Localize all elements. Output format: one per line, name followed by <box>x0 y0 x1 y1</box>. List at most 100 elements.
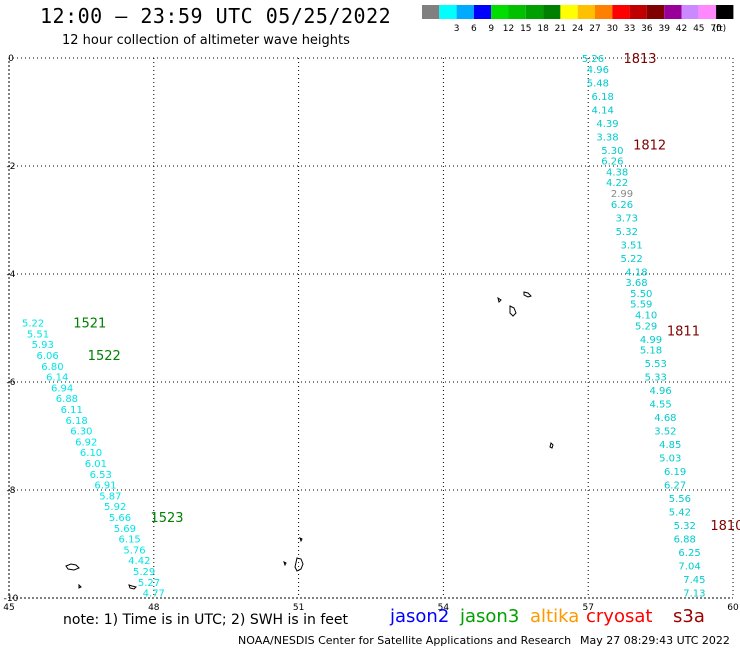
wave-height-value: 6.15 <box>119 535 141 546</box>
legend-swatch <box>629 5 647 19</box>
legend-tick-label: 70 <box>710 24 722 34</box>
legend-tick-label: 45 <box>693 24 704 34</box>
legend-tick-label: 39 <box>658 24 670 34</box>
wave-height-value: 7.04 <box>678 562 700 573</box>
wave-height-value: 3.73 <box>616 213 638 224</box>
wave-height-value: 4.99 <box>640 335 662 346</box>
wave-height-value: 4.14 <box>592 105 614 116</box>
wave-height-value: 5.30 <box>601 146 623 157</box>
generated-timestamp: May 27 08:29:43 UTC 2022 <box>580 634 730 647</box>
legend-swatch <box>525 5 544 19</box>
x-tick-label: 48 <box>148 603 160 613</box>
island-outline <box>497 291 532 317</box>
x-tick-label: 45 <box>3 603 14 613</box>
map-title: 12:00 – 23:59 UTC 05/25/2022 <box>40 4 392 28</box>
legend-tick-label: 24 <box>572 24 584 34</box>
legend-swatch <box>577 5 595 19</box>
wave-height-value: 3.51 <box>621 240 643 251</box>
island-outline <box>283 537 304 572</box>
wave-height-value: 4.38 <box>606 167 628 178</box>
legend-tick-label: 21 <box>555 24 566 34</box>
wave-height-value: 5.51 <box>27 329 49 340</box>
legend-swatch <box>698 5 717 19</box>
wave-height-value: 6.26 <box>601 157 623 168</box>
wave-height-value: 3.38 <box>596 132 618 143</box>
pass-time-label: 1522 <box>88 349 121 364</box>
wave-height-value: 6.91 <box>94 481 116 492</box>
legend-tick-label: 18 <box>537 24 549 34</box>
wave-height-value: 4.10 <box>635 311 657 322</box>
color-legend: 3 6 9 12 15 18 21 24 27 30 33 36 39 42 45 70(ft) <box>422 5 734 34</box>
wave-height-value: 4.55 <box>649 400 671 411</box>
wave-height-value: 5.22 <box>22 319 44 330</box>
wave-height-value: 6.18 <box>592 92 614 103</box>
legend-tick-label: 33 <box>624 24 635 34</box>
wave-height-value: 4.96 <box>587 65 609 76</box>
wave-height-value: 4.42 <box>128 556 150 567</box>
satellite-label-altika: altika <box>530 606 580 627</box>
wave-height-value: 5.33 <box>645 373 667 384</box>
legend-swatch <box>456 5 474 19</box>
legend-tick-label: 36 <box>641 24 653 34</box>
wave-height-value: 5.03 <box>659 454 681 465</box>
wave-height-value: 6.53 <box>90 470 112 481</box>
wave-height-value: 5.87 <box>99 491 121 502</box>
legend-tick-label: 6 <box>471 24 477 34</box>
pass-time-label: 1811 <box>667 325 700 340</box>
wave-height-value: 5.27 <box>138 578 160 589</box>
land-outlines <box>65 291 554 590</box>
wave-height-value: 2.99 <box>611 189 633 200</box>
wave-height-value: 6.14 <box>46 373 68 384</box>
satellite-label-s3a: s3a <box>673 606 705 627</box>
wave-height-value: 6.94 <box>51 383 73 394</box>
credit-line: NOAA/NESDIS Center for Satellite Applica… <box>238 634 572 647</box>
footer-note: note: 1) Time is in UTC; 2) SWH is in fe… <box>63 612 349 628</box>
wave-height-value: 3.68 <box>625 278 647 289</box>
wave-height-value: 5.42 <box>669 508 691 519</box>
legend-tick-label: 12 <box>503 24 514 34</box>
legend-swatch <box>473 5 492 19</box>
wave-height-value: 5.69 <box>114 524 136 535</box>
wave-height-value: 6.30 <box>70 427 92 438</box>
wave-height-value: 4.68 <box>654 413 676 424</box>
island-outline <box>65 563 137 590</box>
wave-height-value: 6.01 <box>85 459 107 470</box>
wave-height-value: 6.92 <box>75 437 97 448</box>
wave-height-value: 6.11 <box>61 405 83 416</box>
legend-swatch <box>439 5 457 19</box>
pass-time-label: 1523 <box>150 511 183 526</box>
x-tick-label: 57 <box>582 603 593 613</box>
legend-tick-label: 9 <box>488 24 494 34</box>
wave-height-value: 4.77 <box>143 589 165 600</box>
wave-height-value: 5.32 <box>674 521 696 532</box>
satellite-label-jason3: jason3 <box>460 606 520 627</box>
legend-swatch <box>612 5 630 19</box>
wave-height-value: 6.80 <box>41 362 63 373</box>
wave-height-value: 6.25 <box>678 548 700 559</box>
legend-tick-label: 3 <box>454 24 460 34</box>
wave-height-value: 6.88 <box>674 535 696 546</box>
legend-swatch <box>681 5 699 19</box>
wave-height-value: 6.18 <box>65 416 87 427</box>
wave-height-value: 4.39 <box>596 119 618 130</box>
wave-height-value: 4.22 <box>606 178 628 189</box>
legend-swatch <box>560 5 578 19</box>
wave-height-value: 5.22 <box>621 254 643 265</box>
legend-swatch <box>508 5 526 19</box>
legend-swatch <box>491 5 509 19</box>
legend-swatch <box>595 5 613 19</box>
satellite-label-cryosat: cryosat <box>586 606 653 627</box>
wave-height-value: 5.56 <box>669 494 691 505</box>
wave-height-value: 5.59 <box>630 300 652 311</box>
wave-height-value: 5.18 <box>640 346 662 357</box>
wave-height-value: 5.26 <box>582 54 604 65</box>
legend-swatch <box>646 5 665 19</box>
map-subtitle: 12 hour collection of altimeter wave hei… <box>62 33 350 48</box>
wave-height-value: 5.32 <box>616 227 638 238</box>
pass-time-label: 1812 <box>633 138 666 153</box>
pass-time-label: 1810 <box>710 519 740 534</box>
legend-tick-label: 42 <box>676 24 687 34</box>
wave-height-value: 5.92 <box>104 502 126 513</box>
satellite-label-jason2: jason2 <box>390 606 450 627</box>
wave-height-value: 7.45 <box>683 575 705 586</box>
